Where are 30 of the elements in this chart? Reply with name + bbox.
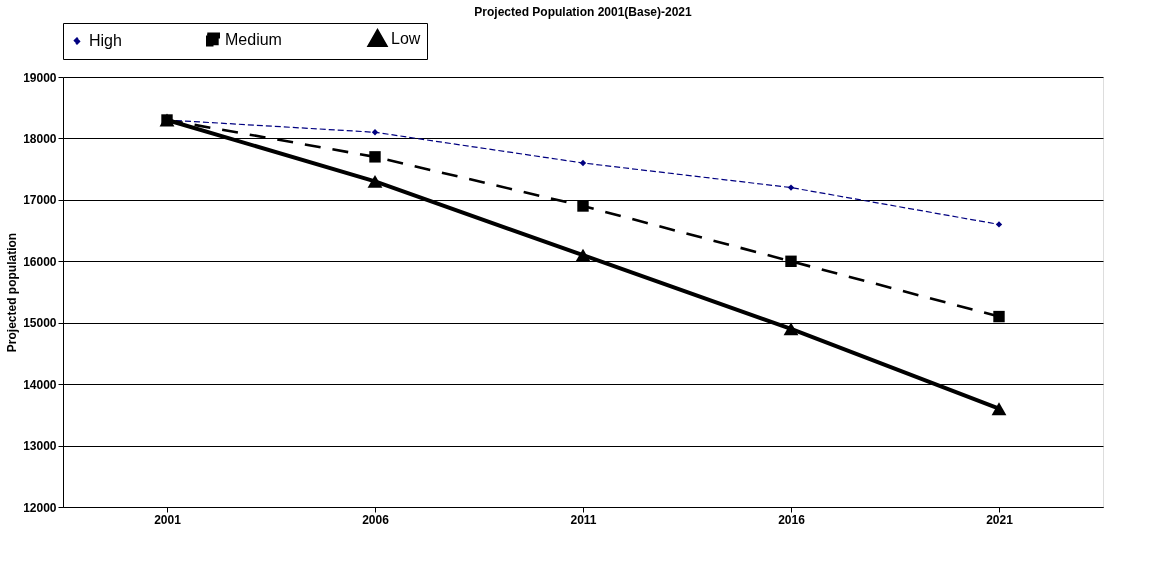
point [371,129,379,136]
x-tick-label: 2001 [154,512,182,527]
point [575,248,591,262]
x-tick-label: 2021 [986,512,1014,527]
legend-label: Low [391,29,421,47]
x-tick-label: 2006 [362,512,390,527]
y-tick-label: 15000 [23,316,57,331]
point [367,175,383,188]
y-tick-label: 13000 [23,439,57,454]
x-tick-label: 2011 [570,512,597,527]
point [785,255,797,267]
y-tick-label: 14000 [23,377,57,392]
legend-label: Medium [225,30,282,48]
point [369,151,381,163]
point [991,402,1007,416]
y-tick-label: 12000 [23,500,57,515]
point [995,221,1003,228]
point [577,200,589,212]
point [993,310,1005,323]
y-axis-title: Projected population [5,232,20,353]
chart-title: Projected Population 2001(Base)-2021 [474,4,693,19]
y-tick-label: 19000 [23,70,57,85]
y-tick-label: 17000 [23,193,57,208]
y-tick-label: 16000 [23,254,57,269]
point [787,184,795,191]
point [579,159,587,167]
x-tick-label: 2016 [778,512,806,527]
point [783,322,799,336]
legend-label: High [89,32,122,49]
y-tick-label: 18000 [23,131,57,146]
